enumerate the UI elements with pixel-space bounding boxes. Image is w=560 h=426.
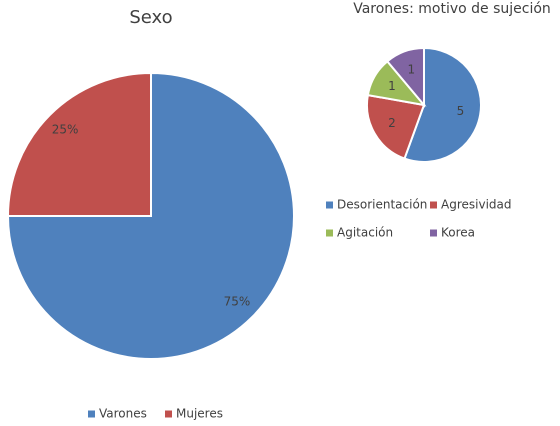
legend-label: Mujeres [176, 407, 223, 421]
data-label: 75% [224, 294, 251, 308]
data-label: 25% [52, 123, 79, 137]
legend-swatch [430, 201, 437, 209]
legend-swatch [326, 201, 333, 209]
legend-swatch [430, 229, 437, 237]
legend-label: Agitación [337, 226, 393, 240]
legend-label: Desorientación [337, 198, 427, 212]
pie-slice [385, 46, 425, 108]
legend-label: Korea [441, 226, 475, 240]
data-label: 1 [388, 79, 396, 93]
data-label: 5 [457, 104, 465, 118]
pie-slice [403, 46, 482, 163]
legend-label: Agresividad [441, 198, 512, 212]
legend-swatch [326, 229, 333, 237]
chart-title: Varones: motivo de sujeción [353, 1, 551, 17]
pie-slice [6, 71, 295, 360]
pie-slice [6, 71, 152, 217]
data-label: 2 [388, 116, 396, 130]
legend-label: Varones [99, 407, 147, 421]
data-label: 1 [408, 63, 416, 77]
pie-slice [366, 93, 426, 160]
legend-swatch [165, 410, 172, 418]
legend-swatch [88, 410, 95, 418]
chart-title: Sexo [129, 7, 172, 28]
